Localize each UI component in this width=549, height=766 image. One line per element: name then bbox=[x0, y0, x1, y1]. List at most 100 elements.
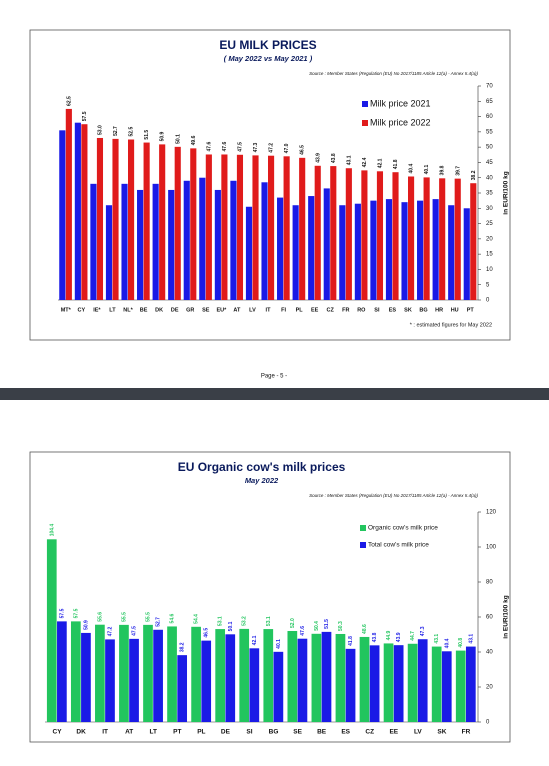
bar bbox=[215, 629, 226, 722]
bar bbox=[292, 205, 299, 300]
x-tick-label: BE bbox=[317, 729, 327, 736]
bar bbox=[221, 154, 228, 300]
legend-label: Organic cow's milk price bbox=[368, 525, 438, 532]
bar bbox=[359, 636, 370, 722]
value-label: 53.1 bbox=[266, 616, 272, 626]
y-tick-label: 20 bbox=[486, 236, 493, 242]
value-label: 55.5 bbox=[121, 612, 127, 622]
value-label: 39.8 bbox=[440, 165, 446, 175]
bar bbox=[199, 177, 206, 300]
bar bbox=[439, 178, 446, 300]
value-label: 51.5 bbox=[324, 619, 330, 629]
bar bbox=[96, 137, 104, 300]
x-tick-label: DE bbox=[171, 307, 179, 313]
bar bbox=[152, 183, 159, 300]
x-tick-label: CZ bbox=[327, 307, 335, 313]
value-label: 57.5 bbox=[73, 608, 79, 618]
value-label: 41.8 bbox=[348, 636, 354, 646]
bar bbox=[128, 139, 135, 300]
value-label: 52.7 bbox=[113, 126, 119, 136]
value-label: 40.1 bbox=[424, 164, 430, 174]
x-tick-label: IT bbox=[266, 307, 272, 313]
value-label: 50.1 bbox=[175, 134, 181, 144]
bar bbox=[392, 172, 399, 300]
x-tick-label: LT bbox=[109, 307, 116, 313]
value-label: 47.3 bbox=[420, 626, 426, 636]
value-label: 53.1 bbox=[218, 616, 224, 626]
x-tick-label: DK bbox=[76, 729, 86, 736]
x-tick-label: CY bbox=[53, 729, 63, 736]
y-tick-label: 40 bbox=[486, 650, 493, 656]
x-tick-label: EE bbox=[311, 307, 319, 313]
y-tick-label: 0 bbox=[486, 298, 490, 304]
value-label: 47.6 bbox=[222, 142, 228, 152]
bar bbox=[252, 155, 259, 300]
bar bbox=[431, 646, 442, 722]
x-tick-label: AT bbox=[233, 307, 241, 313]
bar bbox=[167, 626, 177, 722]
x-tick-label: EE bbox=[389, 729, 398, 736]
y-tick-label: 15 bbox=[486, 252, 493, 258]
bar bbox=[177, 655, 188, 722]
y-tick-label: 60 bbox=[486, 114, 493, 120]
value-label: 50.9 bbox=[83, 620, 89, 630]
y-tick-label: 40 bbox=[486, 175, 493, 181]
value-label: 49.6 bbox=[191, 135, 197, 145]
bar bbox=[261, 182, 268, 300]
value-label: 47.2 bbox=[269, 143, 275, 153]
y-tick-label: 30 bbox=[486, 206, 493, 212]
value-label: 40.1 bbox=[276, 639, 282, 649]
x-tick-label: PT bbox=[173, 729, 181, 736]
bar bbox=[370, 200, 377, 300]
legend-swatch bbox=[362, 101, 368, 107]
value-label: 46.5 bbox=[204, 628, 210, 638]
chart-subtitle: May 2022 bbox=[245, 476, 279, 485]
value-label: 50.9 bbox=[160, 131, 166, 141]
x-tick-label: SI bbox=[246, 729, 252, 736]
bar bbox=[143, 624, 153, 722]
bar bbox=[105, 205, 113, 300]
value-label: 42.4 bbox=[362, 157, 368, 167]
chart-subtitle: ( May 2022 vs May 2021 ) bbox=[224, 54, 313, 63]
chart-title: EU Organic cow's milk prices bbox=[178, 460, 346, 474]
x-tick-label: SK bbox=[404, 307, 412, 313]
value-label: 50.1 bbox=[228, 621, 234, 631]
bar bbox=[297, 638, 308, 722]
x-tick-label: DE bbox=[221, 729, 231, 736]
x-tick-label: FR bbox=[342, 307, 349, 313]
x-tick-label: PT bbox=[467, 307, 475, 313]
value-label: 40.4 bbox=[444, 638, 450, 648]
bar bbox=[273, 651, 284, 722]
value-label: 43.1 bbox=[468, 634, 474, 644]
value-label: 51.5 bbox=[144, 130, 150, 140]
bar bbox=[81, 632, 91, 722]
x-tick-label: DK bbox=[155, 307, 163, 313]
bar bbox=[407, 643, 418, 722]
x-tick-label: HR bbox=[435, 307, 443, 313]
value-label: 38.2 bbox=[471, 170, 477, 180]
y-tick-label: 50 bbox=[486, 145, 493, 151]
bar bbox=[441, 651, 452, 722]
y-tick-label: 5 bbox=[486, 282, 490, 288]
x-tick-label: MT* bbox=[61, 307, 72, 313]
y-tick-label: 20 bbox=[486, 685, 493, 691]
value-label: 52.7 bbox=[156, 617, 162, 627]
x-tick-label: RO bbox=[357, 307, 366, 313]
value-label: 46.5 bbox=[300, 145, 306, 155]
value-label: 54.4 bbox=[194, 614, 200, 624]
value-label: 47.3 bbox=[253, 142, 259, 152]
legend-label: Milk price 2022 bbox=[370, 117, 431, 127]
chart-source: Source : Member States (Regulation (EU) … bbox=[309, 493, 478, 498]
x-tick-label: SE bbox=[202, 307, 210, 313]
x-tick-label: NL* bbox=[123, 307, 133, 313]
value-label: 50.4 bbox=[314, 621, 320, 631]
chart-source: Source : Member States (Regulation (EU) … bbox=[309, 71, 478, 76]
legend-swatch bbox=[362, 120, 368, 126]
x-tick-label: IT bbox=[102, 729, 108, 736]
bar bbox=[90, 183, 97, 300]
x-tick-label: LT bbox=[150, 729, 157, 736]
legend-label: Total cow's milk price bbox=[368, 542, 429, 549]
y-tick-label: 65 bbox=[486, 99, 493, 105]
y-tick-label: 45 bbox=[486, 160, 493, 166]
